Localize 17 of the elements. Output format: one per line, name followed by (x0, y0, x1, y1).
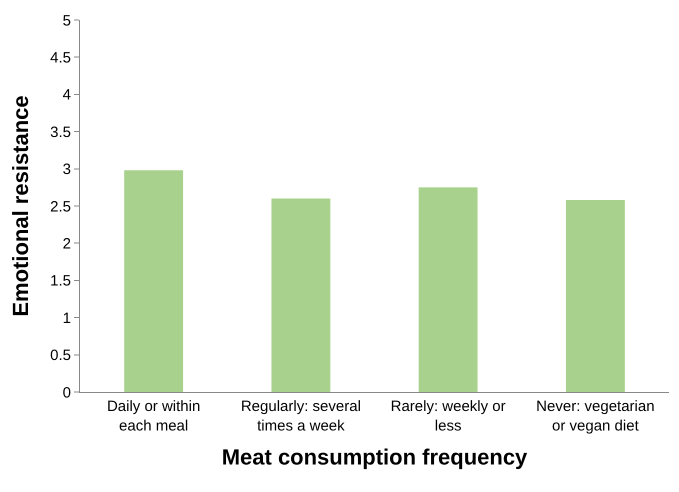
y-tick-label: 3 (62, 161, 71, 178)
y-tick-label: 5 (62, 12, 71, 30)
x-tick-label: Daily or within each meal (106, 398, 200, 434)
y-tick-label: 2.5 (50, 198, 71, 216)
x-axis-title: Meat consumption frequency (222, 444, 528, 470)
y-tick-label: 0.5 (50, 347, 71, 364)
y-tick-label: 1.5 (50, 272, 71, 290)
y-tick-label: 4 (62, 86, 71, 104)
y-tick-label: 1 (62, 310, 71, 327)
y-tick-label: 3.5 (50, 124, 71, 141)
x-tick-label: Never: vegetarian or vegan diet (536, 398, 655, 434)
x-tick-label: Regularly: several times a week (240, 398, 361, 434)
y-tick-label: 4.5 (50, 49, 71, 66)
x-tick-label: Rarely: weekly or less (390, 398, 506, 434)
y-tick-label: 2 (62, 235, 71, 252)
y-tick-label: 0 (62, 384, 71, 402)
y-axis-title: Emotional resistance (8, 95, 33, 317)
